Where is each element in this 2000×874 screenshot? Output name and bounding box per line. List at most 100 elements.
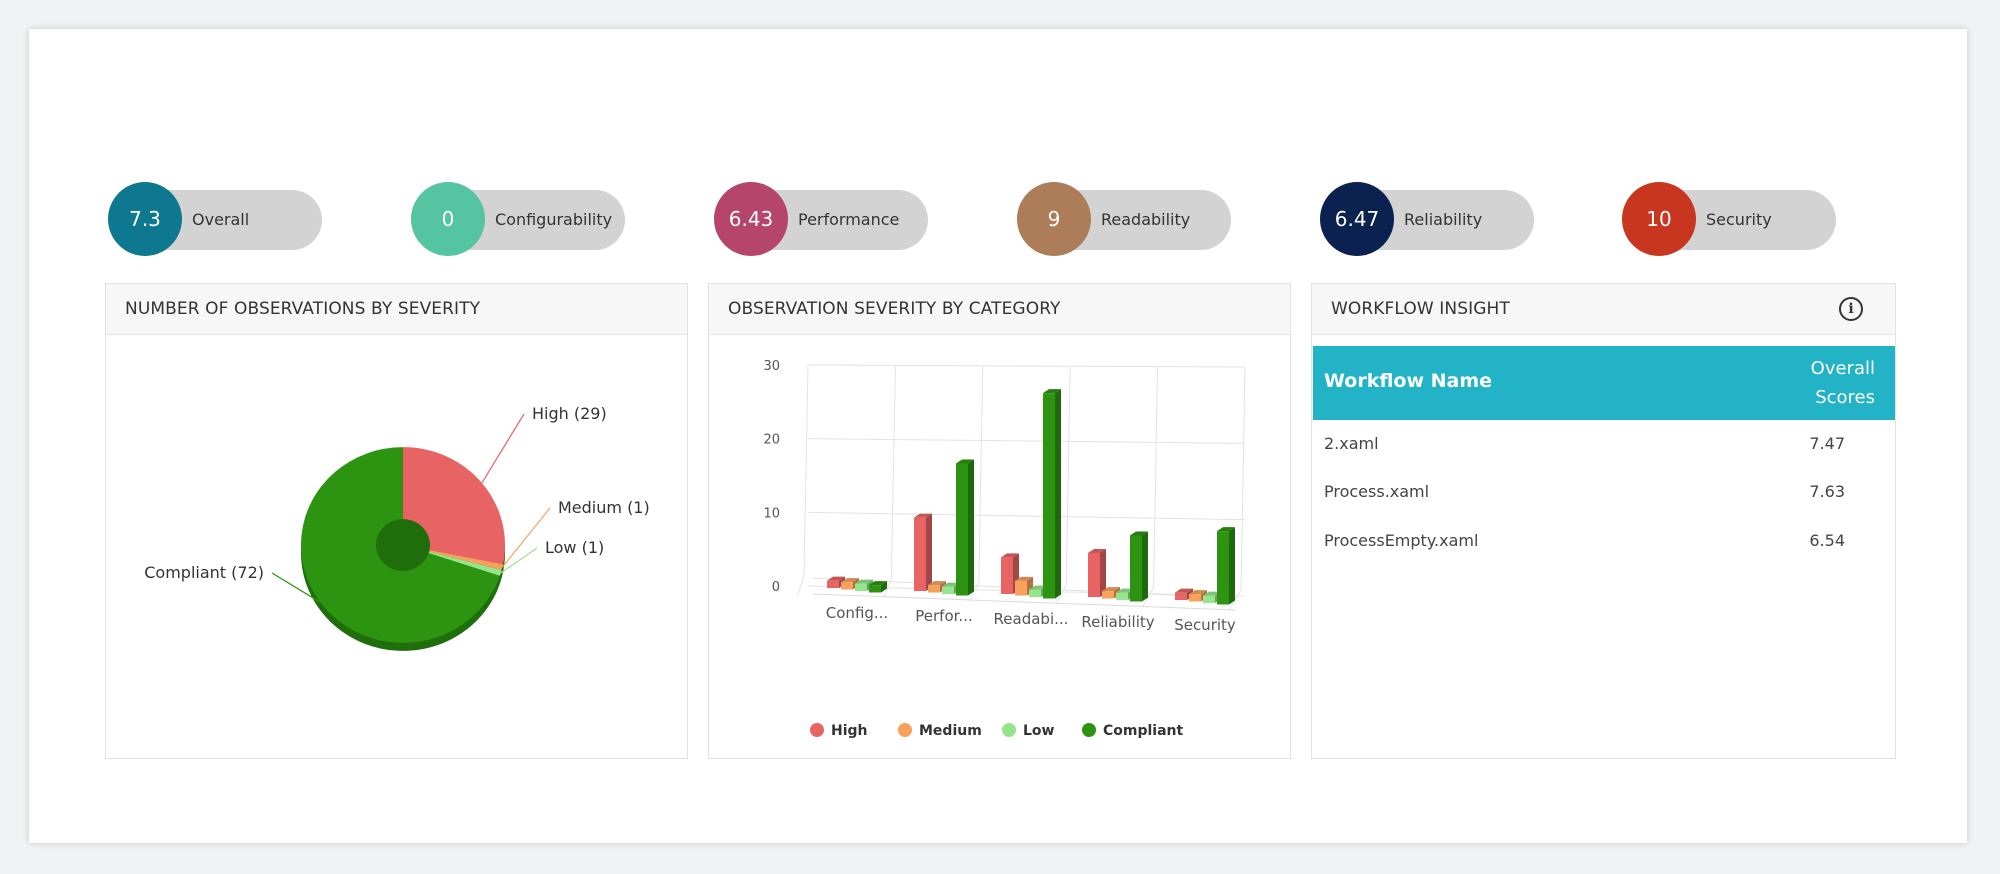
workflow-name-cell: 2.xaml (1324, 434, 1379, 453)
metric-configurability[interactable]: 0 Configurability (411, 182, 626, 257)
grid-line (890, 365, 896, 579)
bar-front (1102, 591, 1114, 599)
grid-line (978, 365, 984, 582)
table-row[interactable]: ProcessEmpty.xaml 6.54 (1313, 517, 1895, 565)
grid-line (803, 364, 809, 577)
bar-side (1142, 531, 1148, 602)
bar-front (928, 585, 940, 593)
y-tick-label: 30 (763, 359, 780, 374)
metric-performance[interactable]: 6.43 Performance (714, 182, 929, 257)
legend-item-compliant[interactable]: Compliant (1082, 723, 1184, 739)
bar-front (1175, 592, 1187, 600)
bar-front (1116, 592, 1128, 600)
bar-top (1029, 585, 1047, 590)
metric-label: Readability (1101, 210, 1191, 229)
bar-front (956, 463, 968, 596)
grid-line (1055, 584, 1067, 605)
donut-leader-line (501, 507, 551, 568)
bar-front (855, 583, 867, 591)
bar-compliant-0[interactable] (869, 581, 887, 593)
bar-top (855, 579, 873, 584)
bar-top (869, 581, 887, 586)
metric-security[interactable]: 10 Security (1622, 182, 1837, 257)
donut-leader-line (500, 547, 538, 574)
donut-slice-medium[interactable] (429, 550, 504, 571)
donut-label-high: High (29) (532, 404, 607, 423)
legend-marker (1082, 723, 1096, 737)
grid-line (969, 581, 980, 602)
floor-line (812, 593, 1236, 611)
bar-side (926, 513, 932, 591)
workflow-name-cell: ProcessEmpty.xaml (1324, 531, 1479, 550)
bar-top (928, 581, 946, 586)
donut-leader-line (481, 413, 525, 484)
bar-top (841, 578, 859, 583)
bar-top (1088, 549, 1106, 553)
bar-front (914, 517, 926, 591)
legend-label: High (831, 723, 868, 739)
bar-compliant-1[interactable] (956, 459, 974, 596)
grid-line (1153, 366, 1159, 588)
legend-item-low[interactable]: Low (1002, 723, 1055, 739)
bar-front (827, 580, 839, 588)
donut-slice-low[interactable] (428, 551, 502, 576)
column-header-overall-scores[interactable]: Overall Scores (1785, 354, 1875, 412)
metric-label: Configurability (495, 210, 613, 229)
bar-top (956, 459, 974, 464)
bar-side (881, 581, 887, 593)
legend-marker (810, 723, 824, 737)
bar-front (1001, 557, 1013, 594)
bar-front (1015, 580, 1027, 596)
donut-slice-high[interactable] (403, 447, 505, 565)
grid-line (1240, 366, 1246, 591)
bar-front (841, 582, 853, 590)
grid-line (807, 511, 1246, 521)
legend-label: Medium (919, 723, 982, 739)
bar-high-3[interactable] (1088, 549, 1106, 597)
legend-item-medium[interactable]: Medium (898, 723, 982, 739)
bar-front (1088, 553, 1100, 597)
bar-compliant-3[interactable] (1130, 531, 1148, 602)
metric-score-badge: 7.3 (108, 182, 182, 256)
x-tick-label: Reliability (1081, 613, 1154, 631)
panel-title: OBSERVATION SEVERITY BY CATEGORY (728, 299, 1061, 319)
column-header-line: Scores (1815, 387, 1875, 408)
bar-top (942, 582, 960, 587)
workflow-insight-panel: WORKFLOW INSIGHT i Workflow Name Overall… (1311, 283, 1896, 759)
bar-top (1001, 553, 1019, 558)
info-icon[interactable]: i (1839, 297, 1863, 321)
bar-top (1217, 527, 1235, 532)
donut-label-medium: Medium (1) (558, 498, 650, 517)
metric-score-badge: 9 (1017, 182, 1091, 256)
category-panel: OBSERVATION SEVERITY BY CATEGORY 0 10 20 30… (708, 283, 1291, 759)
metric-label: Security (1706, 210, 1772, 229)
legend-item-high[interactable]: High (810, 723, 868, 739)
x-tick-label: Perfor... (915, 607, 972, 625)
y-tick-label: 10 (763, 506, 780, 521)
bar-top (1130, 531, 1148, 536)
bar-top (1043, 389, 1061, 394)
bar-top (1015, 576, 1033, 581)
metric-readability[interactable]: 9 Readability (1017, 182, 1232, 257)
bar-high-1[interactable] (914, 513, 932, 591)
metric-reliability[interactable]: 6.47 Reliability (1320, 182, 1535, 257)
bar-top (1203, 591, 1221, 596)
chart-legend: High Medium Low Compliant (810, 723, 1184, 739)
grid-line (1142, 586, 1155, 608)
bar-compliant-4[interactable] (1217, 527, 1235, 605)
bar-side (1055, 389, 1061, 599)
grid-line (796, 575, 805, 597)
donut-slice-compliant[interactable] (301, 447, 500, 643)
bar-front (1043, 393, 1055, 599)
y-tick-label: 0 (772, 580, 780, 595)
column-header-workflow-name[interactable]: Workflow Name (1324, 370, 1493, 392)
panel-header: OBSERVATION SEVERITY BY CATEGORY (709, 284, 1290, 335)
metric-overall[interactable]: 7.3 Overall (108, 182, 323, 257)
bar-top (1116, 588, 1134, 593)
bar-compliant-2[interactable] (1043, 389, 1061, 599)
bar-front (942, 586, 954, 594)
table-row[interactable]: 2.xaml 7.47 (1313, 420, 1895, 468)
bar-side (968, 459, 974, 596)
table-row[interactable]: Process.xaml 7.63 (1313, 468, 1895, 516)
bar-front (1029, 589, 1041, 597)
